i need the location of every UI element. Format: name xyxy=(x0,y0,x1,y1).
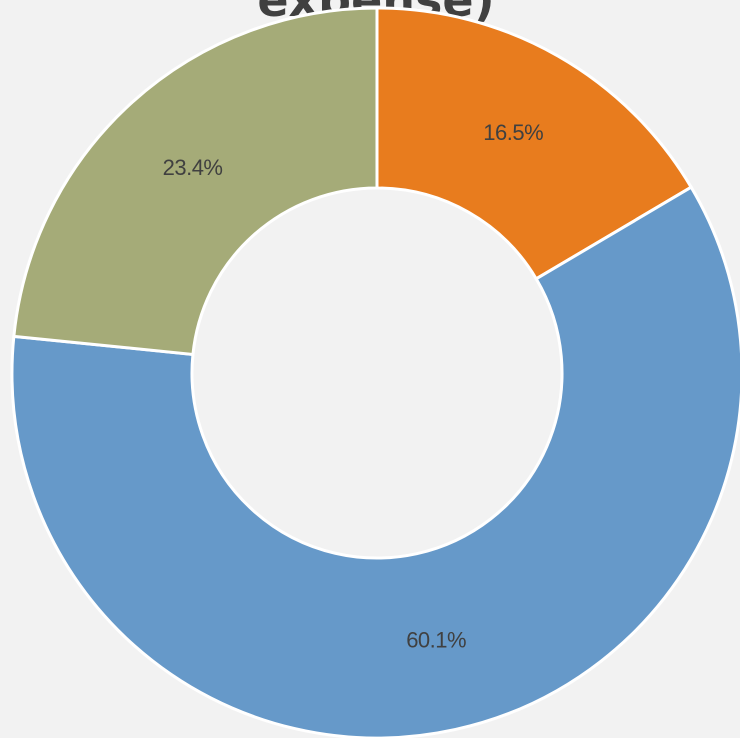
data-label: 16.5% xyxy=(483,120,543,145)
data-label: 23.4% xyxy=(163,155,223,180)
data-label: 60.1% xyxy=(406,627,466,652)
donut-slice xyxy=(12,6,379,357)
donut-slice xyxy=(10,185,740,738)
donut-slice xyxy=(375,6,694,281)
